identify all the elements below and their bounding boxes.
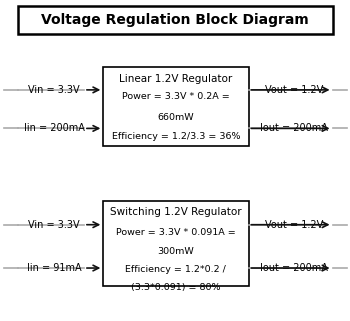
Text: (3.3*0.091) = 80%: (3.3*0.091) = 80% [131,283,220,292]
Text: 660mW: 660mW [158,113,194,122]
Text: 300mW: 300mW [158,247,194,256]
Text: Power = 3.3V * 0.091A =: Power = 3.3V * 0.091A = [116,228,236,237]
Text: Iin = 200mA: Iin = 200mA [24,123,85,134]
Text: Iout = 200mA: Iout = 200mA [260,123,328,134]
Text: Switching 1.2V Regulator: Switching 1.2V Regulator [110,207,242,217]
Text: Efficiency = 1.2/3.3 = 36%: Efficiency = 1.2/3.3 = 36% [112,132,240,141]
Bar [103,201,248,286]
Text: Power = 3.3V * 0.2A =: Power = 3.3V * 0.2A = [122,92,230,101]
Text: Vin = 3.3V: Vin = 3.3V [28,220,80,230]
Text: Linear 1.2V Regulator: Linear 1.2V Regulator [119,74,232,84]
Text: Voltage Regulation Block Diagram: Voltage Regulation Block Diagram [41,13,309,27]
Bar [103,67,248,146]
Text: Vout = 1.2V: Vout = 1.2V [265,85,323,95]
Text: Iin = 91mA: Iin = 91mA [27,263,82,273]
Text: Vout = 1.2V: Vout = 1.2V [265,220,323,230]
Text: Efficiency = 1.2*0.2 /: Efficiency = 1.2*0.2 / [125,265,226,274]
Text: Vin = 3.3V: Vin = 3.3V [28,85,80,95]
Text: Iout = 200mA: Iout = 200mA [260,263,328,273]
Bar [18,6,332,34]
